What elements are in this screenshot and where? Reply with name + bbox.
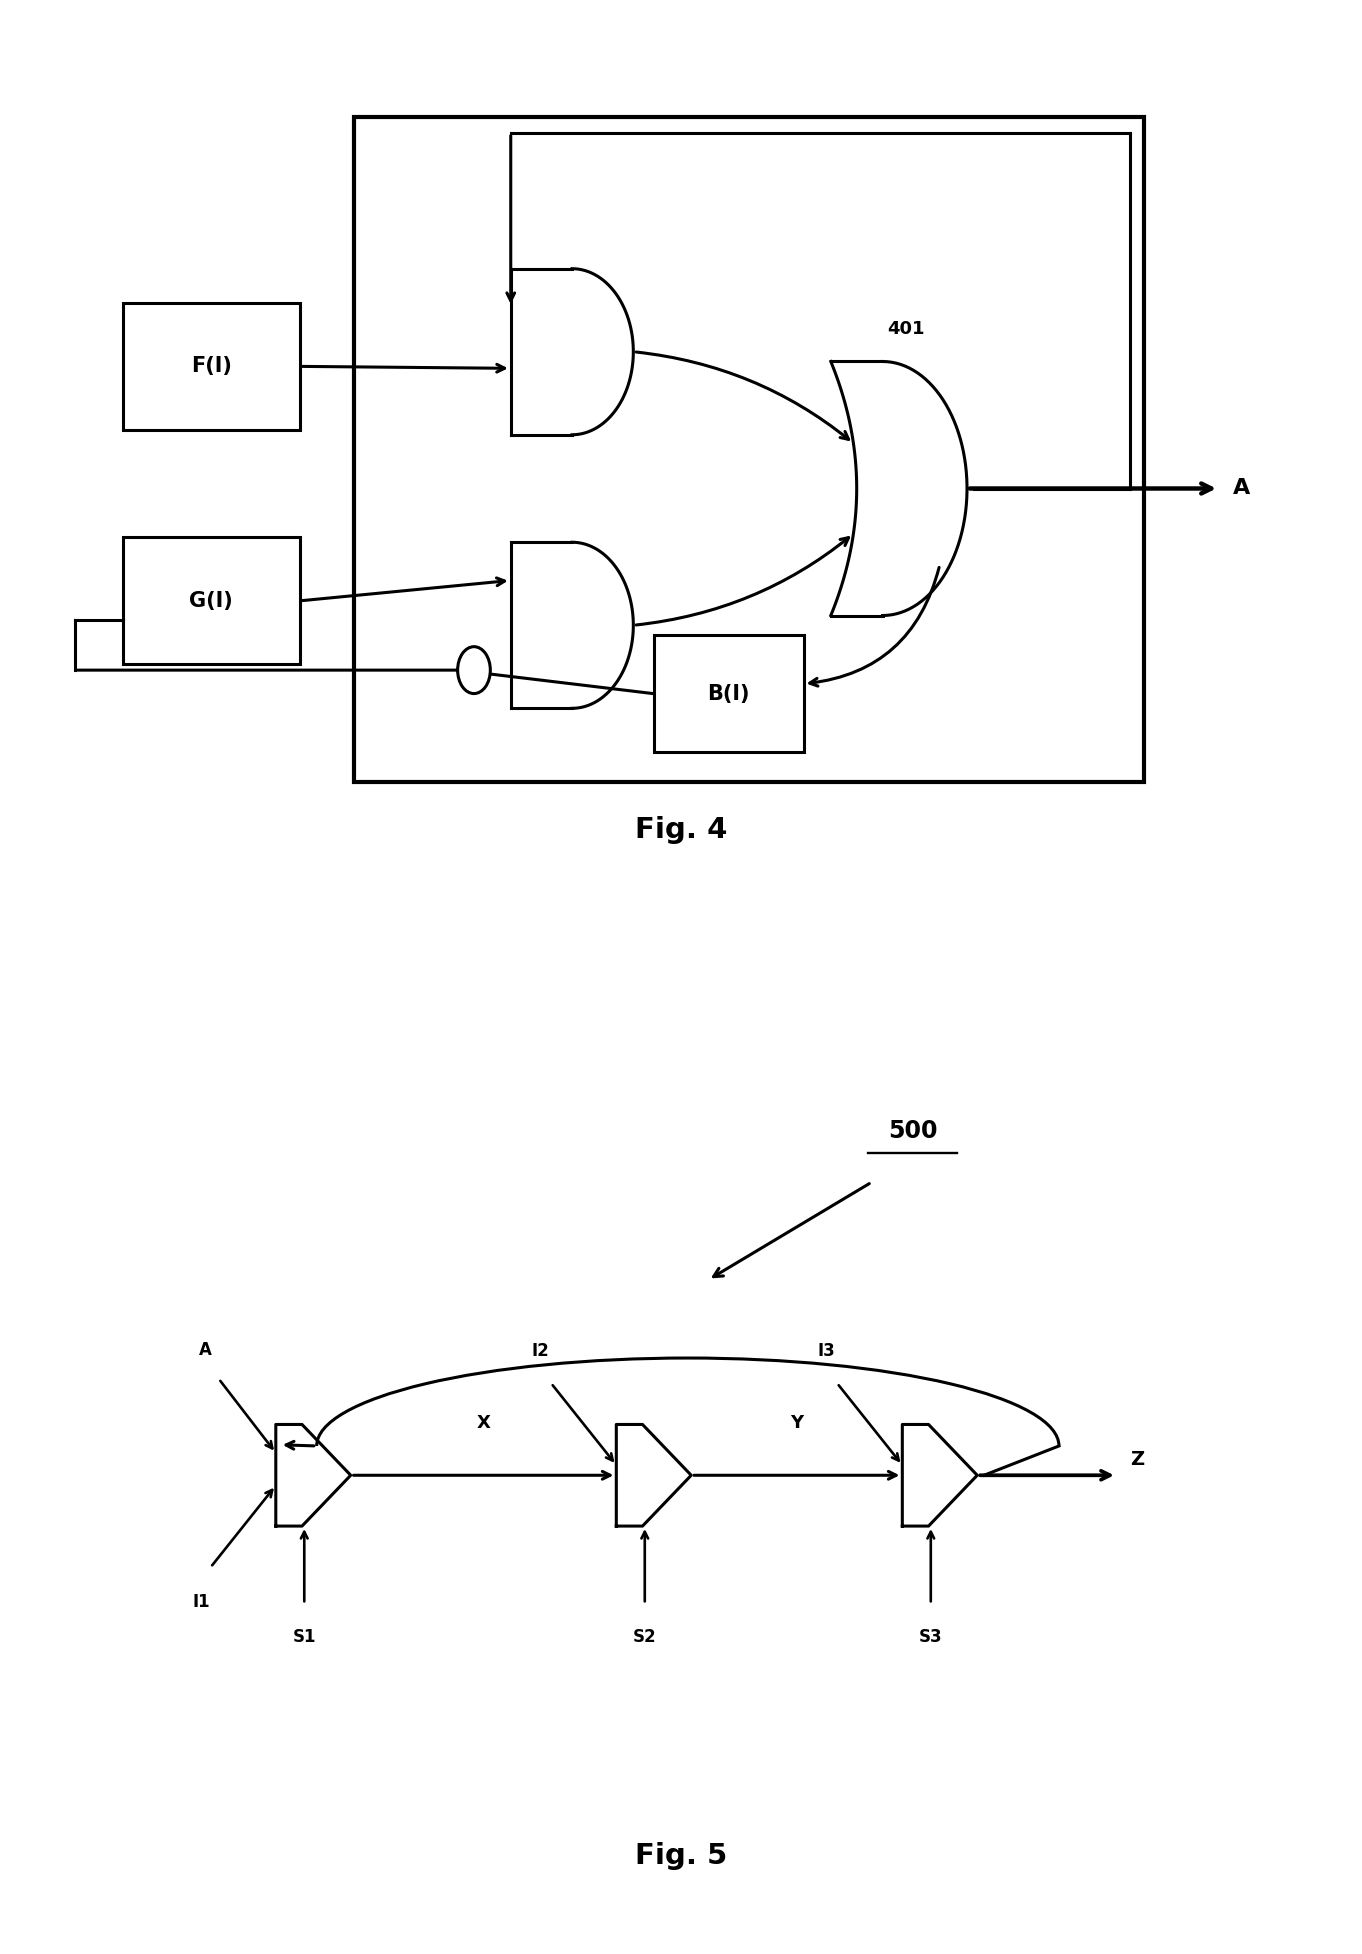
Polygon shape — [831, 361, 967, 616]
Polygon shape — [511, 270, 633, 436]
Text: F(I): F(I) — [191, 356, 232, 377]
Text: 401: 401 — [887, 320, 925, 338]
Polygon shape — [275, 1424, 351, 1526]
Text: I3: I3 — [817, 1342, 835, 1360]
Circle shape — [458, 647, 490, 694]
Text: I2: I2 — [531, 1342, 549, 1360]
Text: A: A — [1233, 479, 1250, 498]
Polygon shape — [511, 541, 633, 707]
Text: I1: I1 — [192, 1593, 210, 1610]
Text: A: A — [199, 1340, 211, 1360]
Bar — [354, 117, 1144, 782]
Polygon shape — [616, 1424, 691, 1526]
Bar — [123, 303, 300, 430]
Text: S2: S2 — [633, 1628, 656, 1645]
Text: Y: Y — [790, 1415, 804, 1432]
Text: 500: 500 — [888, 1120, 937, 1143]
Text: B(I): B(I) — [707, 684, 750, 703]
Text: S1: S1 — [293, 1628, 316, 1645]
Polygon shape — [902, 1424, 977, 1526]
Text: S3: S3 — [919, 1628, 943, 1645]
Text: Fig. 4: Fig. 4 — [635, 817, 727, 844]
Text: G(I): G(I) — [189, 590, 233, 612]
Text: X: X — [477, 1415, 490, 1432]
Bar — [654, 635, 804, 752]
Bar — [123, 537, 300, 664]
Text: Fig. 5: Fig. 5 — [635, 1843, 727, 1870]
Text: Z: Z — [1130, 1450, 1144, 1469]
